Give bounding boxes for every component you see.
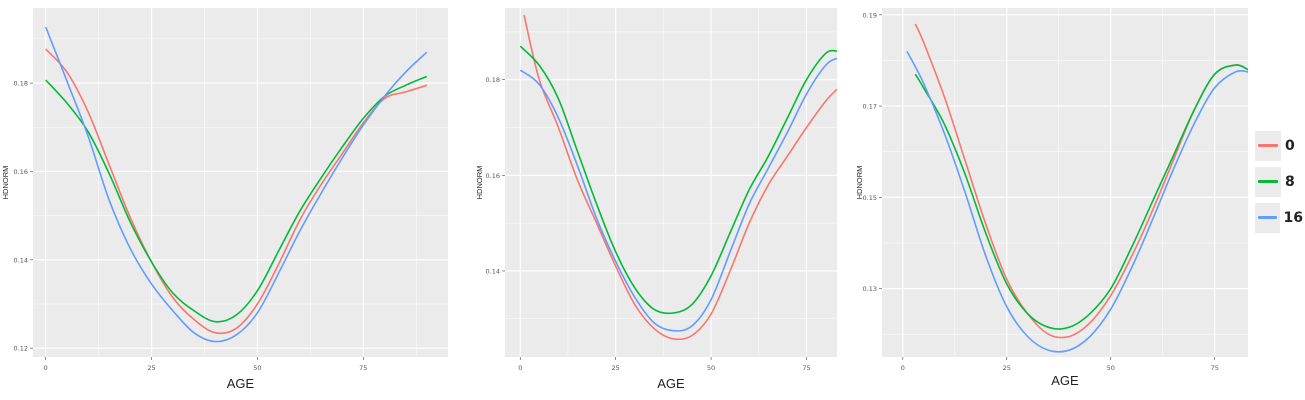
legend-label: 0 bbox=[1285, 138, 1295, 154]
series-line-8 bbox=[45, 75, 428, 323]
series-line-16 bbox=[44, 26, 428, 343]
y-axis-label: HDNORM bbox=[855, 166, 864, 200]
legend-swatch-8 bbox=[1258, 180, 1278, 183]
legend-label: 8 bbox=[1285, 174, 1295, 190]
legend-key bbox=[1255, 167, 1281, 197]
plot-background bbox=[33, 8, 448, 357]
x-tick-label: 0 bbox=[518, 364, 522, 372]
legend: 0 8 16 bbox=[1255, 128, 1303, 236]
chart-panel-2: 0 25 50 75 0.14 0.16 0.18 AGE HDNORM bbox=[475, 8, 837, 391]
legend-item-16: 16 bbox=[1255, 200, 1303, 236]
series-line-16 bbox=[906, 50, 1248, 353]
x-tick-label: 25 bbox=[612, 364, 620, 372]
y-tick-label: 0.19 bbox=[863, 11, 877, 19]
y-tick-label: 0.14 bbox=[14, 256, 28, 264]
x-axis-label: AGE bbox=[657, 376, 685, 391]
y-tick-label: 0.18 bbox=[486, 76, 500, 84]
series-line-0 bbox=[523, 15, 837, 341]
series-line-0 bbox=[45, 48, 428, 335]
series-line-8 bbox=[914, 64, 1248, 330]
y-tick-label: 0.17 bbox=[863, 103, 877, 111]
y-tick-label: 0.15 bbox=[863, 194, 877, 202]
legend-swatch-16 bbox=[1258, 216, 1277, 219]
y-tick-label: 0.16 bbox=[486, 172, 500, 180]
y-tick-label: 0.12 bbox=[14, 345, 28, 353]
x-axis-label: AGE bbox=[1051, 373, 1079, 388]
x-tick-label: 0 bbox=[901, 364, 905, 372]
x-tick-label: 25 bbox=[1003, 364, 1011, 372]
x-tick-label: 0 bbox=[44, 364, 48, 372]
y-tick-label: 0.16 bbox=[14, 168, 28, 176]
series-line-8 bbox=[519, 45, 837, 315]
legend-swatch-0 bbox=[1258, 144, 1278, 147]
y-axis-label: HDNORM bbox=[1, 166, 10, 200]
legend-label: 16 bbox=[1283, 210, 1303, 226]
legend-item-0: 0 bbox=[1255, 128, 1303, 164]
series-line-16 bbox=[519, 57, 837, 332]
x-tick-label: 75 bbox=[802, 364, 810, 372]
plot-background bbox=[882, 8, 1248, 357]
x-tick-label: 75 bbox=[359, 364, 367, 372]
y-tick-label: 0.18 bbox=[14, 80, 28, 88]
x-tick-label: 25 bbox=[147, 364, 155, 372]
chart-panel-1: 0 25 50 75 0.12 0.14 0.16 0.18 AGE HDNORM bbox=[1, 8, 448, 391]
legend-key bbox=[1255, 131, 1281, 161]
x-axis-label: AGE bbox=[227, 376, 255, 391]
x-tick-label: 75 bbox=[1211, 364, 1219, 372]
y-axis-label: HDNORM bbox=[475, 166, 484, 200]
x-tick-label: 50 bbox=[707, 364, 715, 372]
legend-key bbox=[1255, 203, 1280, 233]
x-tick-label: 50 bbox=[253, 364, 261, 372]
y-tick-label: 0.14 bbox=[486, 267, 500, 275]
x-tick-label: 50 bbox=[1107, 364, 1115, 372]
legend-item-8: 8 bbox=[1255, 164, 1303, 200]
y-tick-label: 0.13 bbox=[863, 285, 877, 293]
plot-background bbox=[505, 8, 837, 357]
chart-panel-3: 0 25 50 75 0.13 0.15 0.17 0.19 AGE HDNORM bbox=[855, 8, 1248, 388]
